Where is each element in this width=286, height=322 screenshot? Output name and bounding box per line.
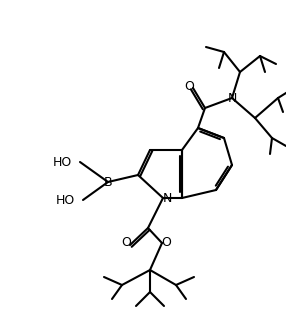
Text: O: O (184, 80, 194, 92)
Text: N: N (162, 192, 172, 204)
Text: O: O (121, 236, 131, 250)
Text: HO: HO (56, 194, 75, 206)
Text: HO: HO (53, 156, 72, 168)
Text: N: N (227, 91, 237, 105)
Text: B: B (104, 175, 112, 188)
Text: O: O (161, 236, 171, 250)
